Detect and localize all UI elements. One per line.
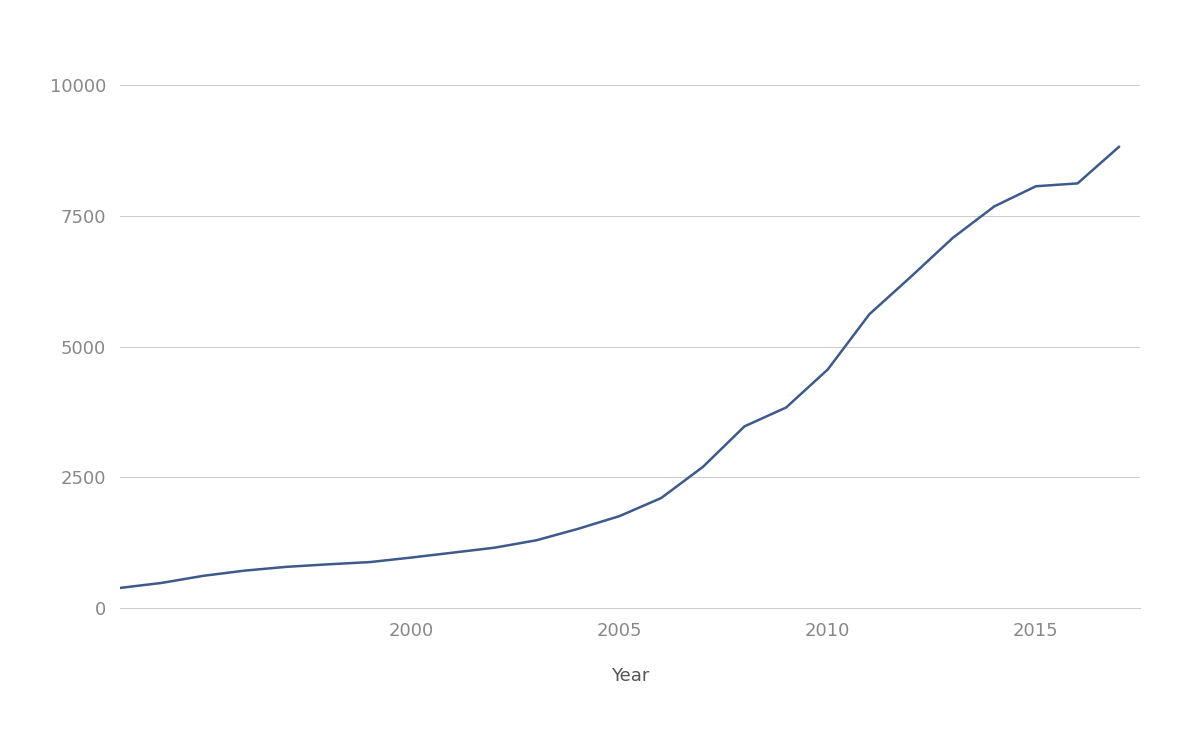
- X-axis label: Year: Year: [611, 668, 649, 685]
